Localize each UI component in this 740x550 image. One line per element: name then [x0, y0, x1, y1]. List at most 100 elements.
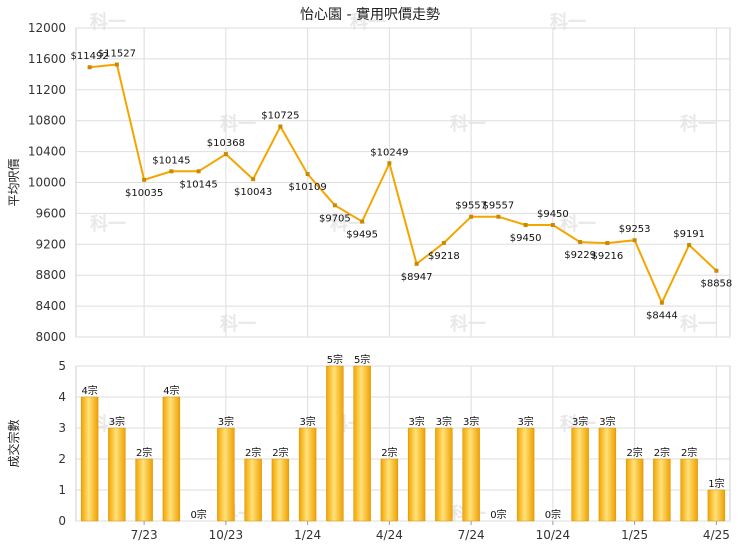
price-point — [223, 152, 228, 157]
x-tick-label: 1/24 — [294, 528, 321, 542]
price-tick-label: 8400 — [35, 299, 66, 313]
price-tick-label: 11200 — [28, 83, 66, 97]
price-tick-label: 10000 — [28, 176, 66, 190]
price-data-label: $9191 — [673, 229, 705, 240]
price-point — [578, 240, 583, 245]
price-data-label: $10249 — [370, 147, 408, 158]
price-data-label: $9216 — [591, 251, 623, 262]
count-bar — [462, 427, 480, 522]
count-bar — [80, 396, 99, 522]
price-point — [142, 177, 147, 182]
watermark-text: 科一 — [450, 113, 486, 135]
x-tick-label: 1/25 — [621, 528, 648, 542]
count-data-label: 2宗 — [681, 446, 697, 459]
count-bar — [244, 458, 262, 522]
watermark-text: 科一 — [220, 113, 256, 135]
count-data-label: 2宗 — [381, 446, 397, 459]
count-data-label: 3宗 — [408, 415, 424, 428]
price-data-label: $8444 — [646, 311, 678, 322]
price-point — [496, 214, 501, 219]
price-point — [659, 300, 664, 305]
count-tick-label: 0 — [58, 514, 66, 528]
count-data-label: 1宗 — [708, 477, 724, 490]
price-point — [714, 268, 719, 273]
count-bar — [435, 427, 453, 522]
price-point — [305, 172, 310, 177]
price-point — [278, 124, 283, 129]
x-tick-label: 10/24 — [536, 528, 571, 542]
count-bar — [380, 458, 399, 522]
price-tick-label: 10800 — [28, 114, 66, 128]
count-bar — [571, 427, 589, 522]
price-data-label: $9229 — [564, 250, 596, 261]
price-data-label: $9557 — [482, 201, 514, 212]
price-point — [550, 222, 555, 227]
watermark-text: 科一 — [220, 313, 256, 335]
count-data-label: 2宗 — [245, 446, 261, 459]
price-data-label: $9495 — [346, 230, 378, 241]
price-point — [196, 169, 201, 174]
count-data-label: 3宗 — [436, 415, 452, 428]
count-tick-label: 4 — [58, 390, 66, 404]
price-line — [89, 63, 718, 306]
count-data-label: 3宗 — [218, 415, 234, 428]
price-point — [87, 65, 92, 70]
count-data-label: 0宗 — [190, 508, 206, 521]
price-data-label: $11527 — [98, 49, 136, 60]
watermark-text: 科一 — [550, 11, 586, 33]
count-data-label: 3宗 — [572, 415, 588, 428]
count-tick-label: 1 — [58, 483, 66, 497]
price-data-label: $10035 — [125, 188, 163, 199]
price-tick-label: 8000 — [35, 330, 66, 344]
count-tick-label: 2 — [58, 452, 66, 466]
count-data-label: 3宗 — [599, 415, 615, 428]
count-data-label: 2宗 — [136, 446, 152, 459]
price-data-label: $10368 — [207, 138, 245, 149]
count-bar — [516, 427, 535, 522]
price-point — [523, 222, 528, 227]
price-tick-label: 10400 — [28, 145, 66, 159]
watermark-text: 科一 — [450, 313, 486, 335]
price-data-label: $9450 — [537, 209, 569, 220]
watermark-text: 科一 — [680, 113, 716, 135]
count-data-label: 2宗 — [626, 446, 642, 459]
count-data-label: 3宗 — [463, 415, 479, 428]
count-data-label: 2宗 — [654, 446, 670, 459]
price-data-label: $9557 — [455, 201, 487, 212]
price-point — [632, 238, 637, 243]
watermark-text: 科一 — [90, 11, 126, 33]
price-data-label: $9450 — [510, 233, 542, 244]
price-tick-label: 8800 — [35, 268, 66, 282]
price-tick-label: 9200 — [35, 237, 66, 251]
count-bar — [407, 427, 426, 522]
price-data-label: $8947 — [401, 272, 433, 283]
price-point — [441, 240, 446, 245]
count-bar — [135, 458, 153, 522]
price-point — [387, 161, 392, 166]
count-bar — [707, 489, 726, 522]
price-data-label: $10145 — [180, 179, 218, 190]
count-bar — [326, 365, 344, 522]
price-point — [169, 169, 174, 174]
price-point — [114, 62, 119, 67]
count-bar — [598, 427, 617, 522]
watermark-layer: 科一科一科一科一科一科一科一科一科一科一科一科一科一科一科一科一科一 — [90, 11, 716, 525]
price-point — [332, 203, 337, 208]
count-tick-label: 5 — [58, 359, 66, 373]
count-bar — [108, 427, 126, 522]
count-bar — [353, 365, 371, 522]
price-point — [414, 261, 419, 266]
count-bar — [680, 458, 698, 522]
price-data-label: $8858 — [700, 279, 732, 290]
x-tick-label: 7/24 — [458, 528, 485, 542]
count-bar — [217, 427, 235, 522]
price-point — [360, 219, 365, 224]
price-data-label: $10109 — [289, 182, 327, 193]
price-point — [251, 177, 256, 182]
count-data-label: 4宗 — [163, 384, 179, 397]
price-data-label: $10145 — [152, 155, 190, 166]
price-data-label: $10043 — [234, 187, 272, 198]
count-data-label: 4宗 — [81, 384, 97, 397]
